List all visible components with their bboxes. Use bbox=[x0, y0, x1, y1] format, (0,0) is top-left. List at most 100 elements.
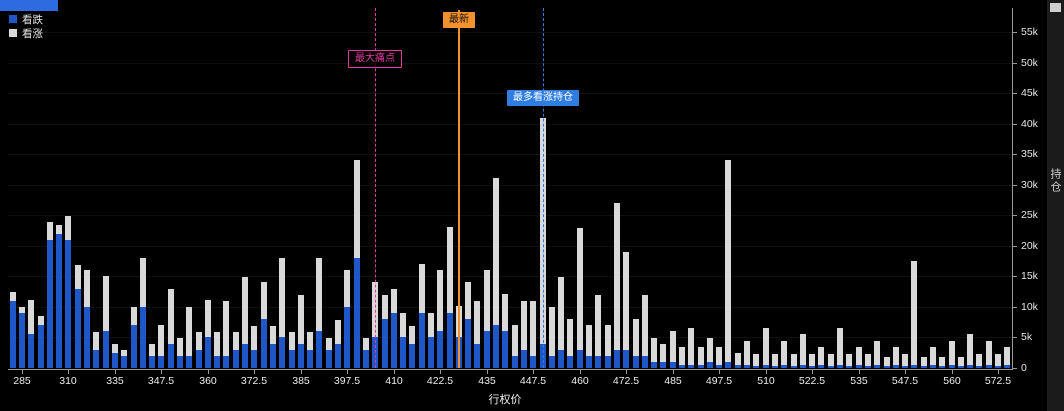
bar-call-382.5[interactable] bbox=[289, 332, 295, 350]
bar-put-407.5[interactable] bbox=[382, 319, 388, 368]
bar-put-430[interactable] bbox=[465, 319, 471, 368]
bar-put-402.5[interactable] bbox=[363, 350, 369, 368]
bar-call-355[interactable] bbox=[186, 307, 192, 356]
bar-call-567.5[interactable] bbox=[976, 354, 982, 366]
bar-put-480[interactable] bbox=[651, 362, 657, 368]
bar-call-530[interactable] bbox=[837, 328, 843, 365]
bar-put-562.5[interactable] bbox=[958, 366, 964, 368]
bar-put-362.5[interactable] bbox=[214, 356, 220, 368]
bar-call-477.5[interactable] bbox=[642, 295, 648, 356]
bar-put-415[interactable] bbox=[409, 344, 415, 368]
bar-call-417.5[interactable] bbox=[419, 264, 425, 313]
bar-put-357.5[interactable] bbox=[196, 350, 202, 368]
bar-call-497.5[interactable] bbox=[716, 347, 722, 365]
bar-put-385[interactable] bbox=[298, 344, 304, 368]
bar-call-425[interactable] bbox=[447, 227, 453, 313]
bar-call-467.5[interactable] bbox=[605, 325, 611, 356]
bar-call-407.5[interactable] bbox=[382, 295, 388, 319]
bar-put-460[interactable] bbox=[577, 350, 583, 368]
bar-call-522.5[interactable] bbox=[809, 354, 815, 366]
bar-call-475[interactable] bbox=[633, 319, 639, 356]
bar-call-472.5[interactable] bbox=[623, 252, 629, 350]
bar-call-360[interactable] bbox=[205, 300, 211, 337]
bar-call-315[interactable] bbox=[75, 265, 81, 289]
bar-call-362.5[interactable] bbox=[214, 332, 220, 356]
bar-call-390[interactable] bbox=[316, 258, 322, 331]
bar-put-285[interactable] bbox=[19, 313, 25, 368]
bar-put-537.5[interactable] bbox=[865, 366, 871, 368]
bar-put-360[interactable] bbox=[205, 337, 211, 368]
bar-call-515[interactable] bbox=[781, 341, 787, 365]
bar-put-335[interactable] bbox=[112, 353, 118, 368]
bar-put-442.5[interactable] bbox=[512, 356, 518, 368]
bar-call-437.5[interactable] bbox=[493, 178, 499, 325]
bar-call-542.5[interactable] bbox=[884, 357, 890, 366]
bar-call-392.5[interactable] bbox=[326, 338, 332, 350]
bar-put-485[interactable] bbox=[670, 362, 676, 368]
bar-put-372.5[interactable] bbox=[251, 350, 257, 368]
bar-call-575[interactable] bbox=[1004, 347, 1010, 365]
bar-call-540[interactable] bbox=[874, 341, 880, 365]
bar-put-412.5[interactable] bbox=[400, 337, 406, 368]
bar-put-370[interactable] bbox=[242, 344, 248, 368]
bar-call-385[interactable] bbox=[298, 295, 304, 344]
bar-put-535[interactable] bbox=[856, 365, 862, 368]
bar-call-565[interactable] bbox=[967, 334, 973, 365]
legend-item-call[interactable]: 看涨 bbox=[9, 26, 43, 40]
bar-call-372.5[interactable] bbox=[251, 326, 257, 350]
bar-call-545[interactable] bbox=[893, 347, 899, 365]
bar-put-305[interactable] bbox=[56, 234, 62, 368]
bar-call-457.5[interactable] bbox=[567, 319, 573, 356]
bar-call-490[interactable] bbox=[688, 328, 694, 365]
bar-put-497.5[interactable] bbox=[716, 365, 722, 368]
bar-put-470[interactable] bbox=[614, 350, 620, 368]
bar-put-342.5[interactable] bbox=[140, 307, 146, 368]
bar-put-560[interactable] bbox=[949, 365, 955, 368]
bar-put-515[interactable] bbox=[781, 365, 787, 368]
bar-put-310[interactable] bbox=[65, 240, 71, 368]
bar-call-447.5[interactable] bbox=[530, 301, 536, 356]
bar-call-527.5[interactable] bbox=[828, 354, 834, 366]
bar-put-387.5[interactable] bbox=[307, 350, 313, 368]
bar-put-482.5[interactable] bbox=[660, 362, 666, 368]
bar-call-507.5[interactable] bbox=[753, 354, 759, 366]
bar-call-485[interactable] bbox=[670, 331, 676, 362]
bar-call-397.5[interactable] bbox=[344, 270, 350, 307]
bar-put-495[interactable] bbox=[707, 362, 713, 368]
bar-put-575[interactable] bbox=[1004, 365, 1010, 368]
bar-put-557.5[interactable] bbox=[939, 366, 945, 368]
bar-put-467.5[interactable] bbox=[605, 356, 611, 368]
bar-call-550[interactable] bbox=[911, 261, 917, 365]
bar-put-570[interactable] bbox=[986, 365, 992, 368]
bar-put-502.5[interactable] bbox=[735, 365, 741, 368]
bar-call-300[interactable] bbox=[47, 222, 53, 240]
bar-call-560[interactable] bbox=[949, 341, 955, 365]
bar-put-525[interactable] bbox=[818, 365, 824, 368]
bar-call-562.5[interactable] bbox=[958, 357, 964, 366]
bar-call-512.5[interactable] bbox=[772, 354, 778, 366]
bar-put-540[interactable] bbox=[874, 365, 880, 368]
bar-put-397.5[interactable] bbox=[344, 307, 350, 368]
bar-put-507.5[interactable] bbox=[753, 366, 759, 368]
bar-put-517.5[interactable] bbox=[791, 366, 797, 368]
bar-call-502.5[interactable] bbox=[735, 353, 741, 365]
bar-put-462.5[interactable] bbox=[586, 356, 592, 368]
bar-put-337.5[interactable] bbox=[121, 356, 127, 368]
right-scrollbar-track[interactable] bbox=[1047, 0, 1064, 411]
bar-put-410[interactable] bbox=[391, 313, 397, 368]
bar-call-470[interactable] bbox=[614, 203, 620, 350]
bar-call-305[interactable] bbox=[56, 225, 62, 234]
bar-call-440[interactable] bbox=[502, 294, 508, 331]
bar-call-352.5[interactable] bbox=[177, 338, 183, 356]
bar-put-520[interactable] bbox=[800, 365, 806, 368]
bar-call-357.5[interactable] bbox=[196, 332, 202, 350]
bar-put-315[interactable] bbox=[75, 289, 81, 368]
bar-call-367.5[interactable] bbox=[233, 332, 239, 350]
bar-call-557.5[interactable] bbox=[939, 357, 945, 366]
bar-put-365[interactable] bbox=[223, 356, 229, 368]
bar-call-285[interactable] bbox=[19, 307, 25, 313]
bar-put-465[interactable] bbox=[595, 356, 601, 368]
bar-call-395[interactable] bbox=[335, 320, 341, 344]
bar-call-500[interactable] bbox=[725, 160, 731, 362]
bar-call-422.5[interactable] bbox=[437, 270, 443, 331]
